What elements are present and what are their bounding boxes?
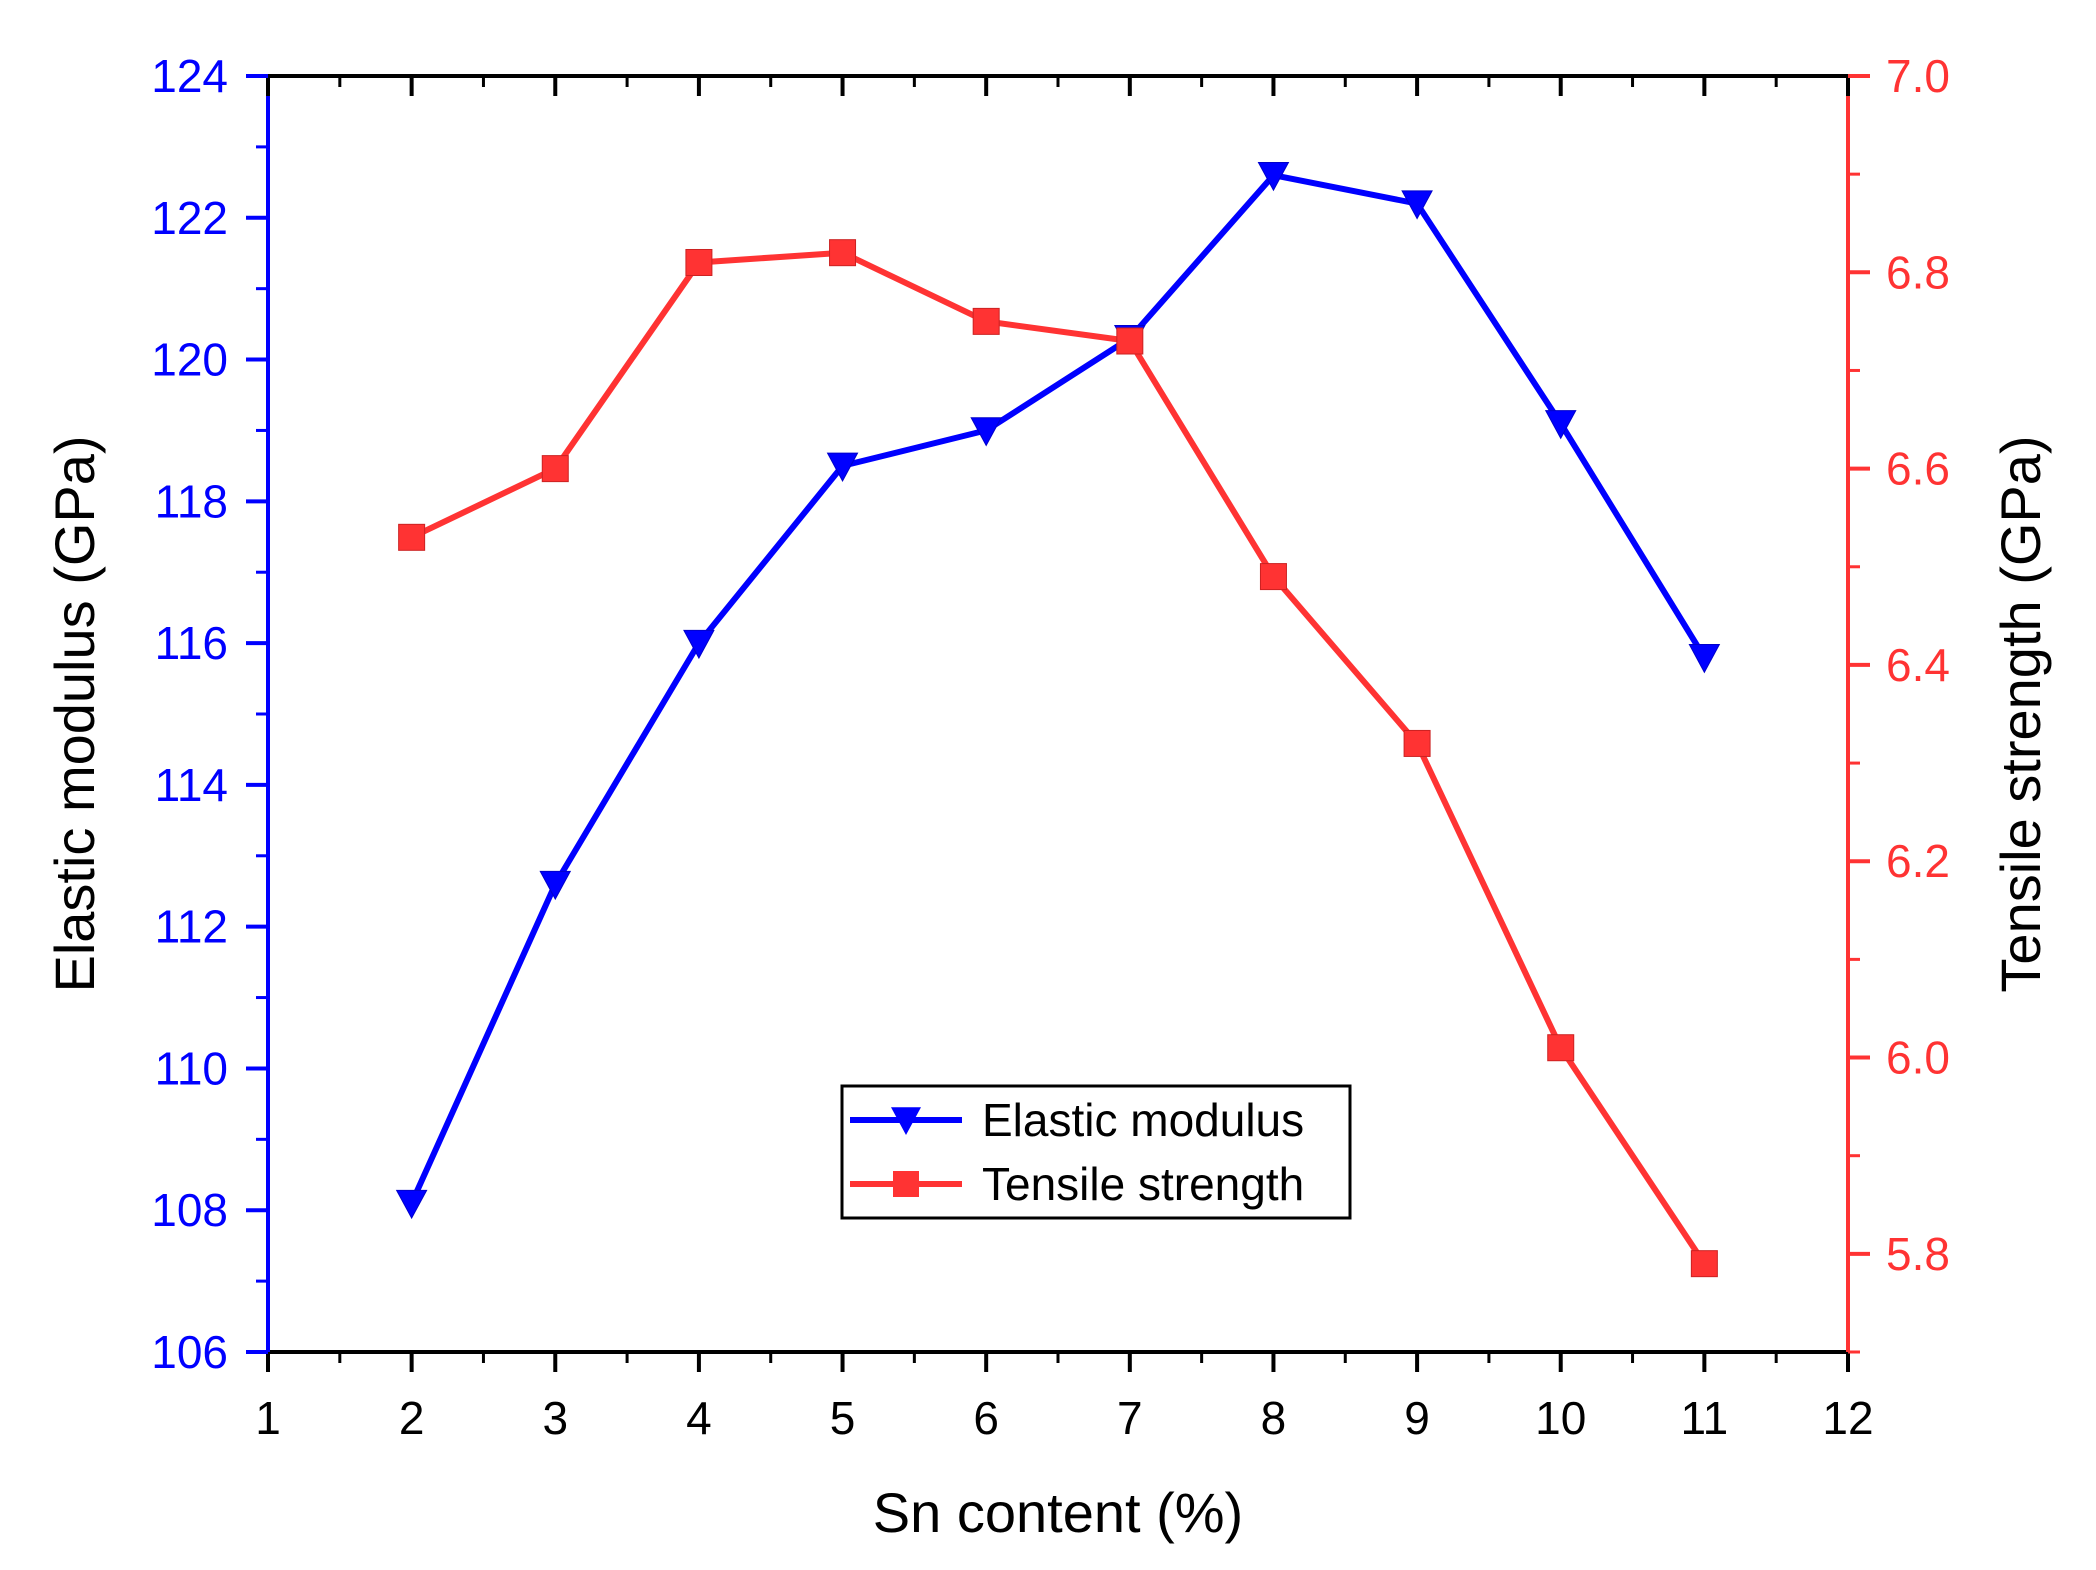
x-tick-label: 8 (1261, 1392, 1287, 1444)
data-point-tensile-strength (972, 307, 1000, 335)
data-point-elastic-modulus (539, 870, 572, 901)
data-point-elastic-modulus (1401, 190, 1433, 220)
data-point-tensile-strength (1690, 1250, 1718, 1278)
data-point-elastic-modulus (395, 1189, 428, 1220)
data-point-elastic-modulus (683, 629, 715, 660)
x-tick-label: 4 (686, 1392, 712, 1444)
data-point-tensile-strength (1116, 327, 1144, 355)
right-y-tick-label: 6.2 (1886, 835, 1950, 887)
left-y-tick-label: 120 (151, 334, 228, 386)
left-y-tick-label: 110 (155, 1042, 228, 1094)
data-point-tensile-strength (398, 523, 426, 551)
left-y-tick-label: 114 (155, 759, 228, 811)
data-point-tensile-strength (1403, 729, 1431, 757)
left-y-tick-label: 122 (151, 192, 228, 244)
legend-box (840, 1084, 1352, 1220)
right-y-tick-label: 5.8 (1886, 1228, 1950, 1280)
right-y-tick-label: 6.6 (1886, 443, 1950, 495)
x-tick-label: 2 (399, 1392, 425, 1444)
right-y-tick-label: 6.4 (1886, 639, 1950, 691)
legend-marker-triangle (891, 1107, 921, 1135)
x-tick-label: 1 (255, 1392, 281, 1444)
data-point-tensile-strength (685, 248, 713, 276)
data-point-elastic-modulus (970, 417, 1003, 447)
legend-marker-square (893, 1171, 919, 1197)
left-y-tick-label: 106 (151, 1326, 228, 1378)
x-tick-label: 11 (1680, 1392, 1728, 1444)
left-y-tick-label: 108 (151, 1184, 228, 1236)
x-tick-label: 12 (1822, 1392, 1873, 1444)
left-y-tick-label: 118 (155, 475, 228, 527)
left-y-tick-label: 124 (151, 50, 228, 102)
legend-label: Tensile strength (982, 1158, 1304, 1210)
right-y-tick-label: 6.8 (1886, 246, 1950, 298)
left-y-tick-label: 112 (155, 901, 228, 953)
x-tick-label: 10 (1535, 1392, 1586, 1444)
data-point-tensile-strength (1259, 563, 1287, 591)
x-tick-label: 7 (1117, 1392, 1143, 1444)
series-line-elastic-modulus (408, 172, 1707, 1205)
data-point-tensile-strength (829, 239, 857, 267)
right-y-axis-title: Tensile strength (GPa) (1989, 435, 2052, 992)
series-line-tensile-strength (410, 249, 1707, 1266)
legend-label: Elastic modulus (982, 1094, 1304, 1146)
data-point-tensile-strength (541, 455, 569, 483)
x-tick-label: 5 (830, 1392, 856, 1444)
data-point-elastic-modulus (826, 452, 859, 482)
data-point-elastic-modulus (1544, 410, 1577, 440)
right-y-tick-label: 6.0 (1886, 1032, 1950, 1084)
x-tick-label: 6 (973, 1392, 999, 1444)
x-tick-label: 3 (542, 1392, 568, 1444)
left-y-axis-title: Elastic modulus (GPa) (43, 435, 106, 992)
x-axis-title: Sn content (%) (873, 1481, 1243, 1544)
left-y-tick-label: 116 (155, 617, 228, 669)
right-y-tick-label: 7.0 (1886, 50, 1950, 102)
data-point-tensile-strength (1547, 1034, 1575, 1062)
data-point-elastic-modulus (1257, 161, 1290, 192)
x-tick-label: 9 (1404, 1392, 1430, 1444)
data-point-elastic-modulus (1688, 644, 1721, 674)
